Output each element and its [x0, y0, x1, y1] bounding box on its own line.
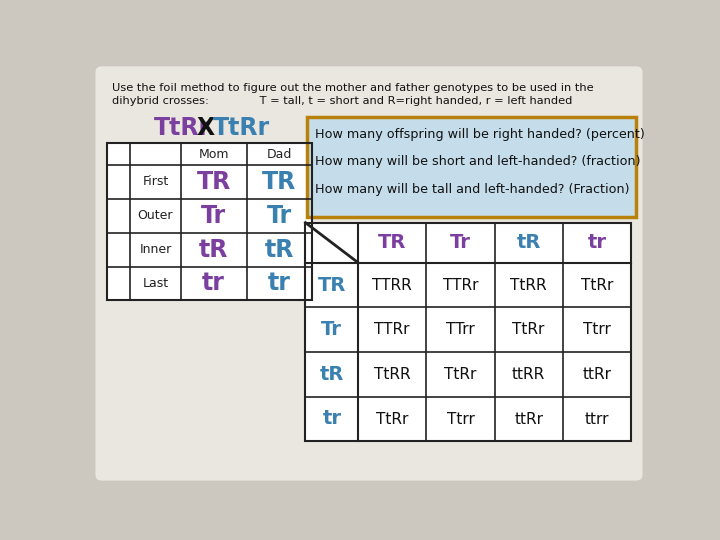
Text: How many will be tall and left-handed? (Fraction): How many will be tall and left-handed? (… [315, 183, 629, 196]
Text: TTRr: TTRr [374, 322, 410, 337]
Text: Use the foil method to figure out the mother and father genotypes to be used in : Use the foil method to figure out the mo… [112, 83, 593, 93]
Text: TtRR: TtRR [374, 367, 410, 382]
Text: Ttrr: Ttrr [583, 322, 611, 337]
Text: TR: TR [378, 233, 406, 252]
Text: tr: tr [202, 272, 225, 295]
Text: TtRr: TtRr [513, 322, 545, 337]
Text: Mom: Mom [199, 147, 229, 160]
Bar [305, 222, 631, 441]
Text: TTrr: TTrr [446, 322, 474, 337]
FancyBboxPatch shape [96, 66, 642, 481]
Text: Tr: Tr [450, 233, 471, 252]
Text: ttRR: ttRR [512, 367, 545, 382]
FancyBboxPatch shape [307, 117, 636, 217]
Text: X: X [197, 117, 215, 140]
Text: tR: tR [320, 365, 344, 384]
Text: tr: tr [323, 409, 341, 429]
Text: tr: tr [268, 272, 291, 295]
Text: How many will be short and left-handed? (fraction): How many will be short and left-handed? … [315, 156, 640, 168]
Bar [107, 143, 312, 300]
Text: Tr: Tr [267, 204, 292, 228]
Bar [305, 222, 631, 441]
Text: tR: tR [199, 238, 228, 261]
Text: tr: tr [588, 233, 606, 252]
Text: How many offspring will be right handed? (percent): How many offspring will be right handed?… [315, 127, 644, 140]
Text: TtRr: TtRr [153, 117, 211, 140]
Text: Outer: Outer [138, 209, 174, 222]
Text: tR: tR [516, 233, 541, 252]
Text: TR: TR [262, 170, 297, 194]
Text: TtRr: TtRr [444, 367, 477, 382]
Text: TtRR: TtRR [510, 278, 547, 293]
Text: TR: TR [197, 170, 230, 194]
Text: ttrr: ttrr [585, 411, 609, 427]
Bar [107, 143, 312, 300]
Text: Inner: Inner [140, 243, 171, 256]
Text: dihybrid crosses:              T = tall, t = short and R=right handed, r = left : dihybrid crosses: T = tall, t = short an… [112, 96, 572, 106]
Text: First: First [143, 176, 168, 188]
Text: TtRr: TtRr [212, 117, 269, 140]
Text: TTRR: TTRR [372, 278, 412, 293]
Text: ttRr: ttRr [582, 367, 611, 382]
Text: Tr: Tr [321, 320, 342, 339]
Text: ttRr: ttRr [514, 411, 543, 427]
Text: Tr: Tr [201, 204, 226, 228]
Text: TTRr: TTRr [443, 278, 478, 293]
Text: tR: tR [265, 238, 294, 261]
Text: Dad: Dad [267, 147, 292, 160]
Text: TtRr: TtRr [376, 411, 408, 427]
Text: TtRr: TtRr [580, 278, 613, 293]
Text: Ttrr: Ttrr [446, 411, 474, 427]
Text: Last: Last [143, 277, 168, 290]
Text: TR: TR [318, 275, 346, 294]
